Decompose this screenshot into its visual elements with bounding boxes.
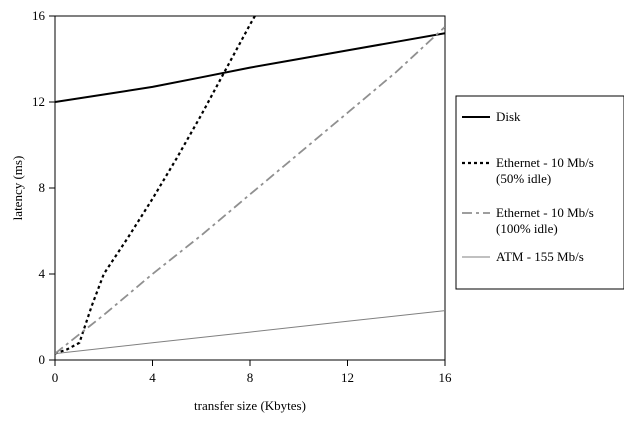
y-tick-label: 4 bbox=[39, 266, 46, 281]
y-tick-label: 0 bbox=[39, 352, 46, 367]
legend-label-line: Ethernet - 10 Mb/s bbox=[496, 205, 594, 220]
legend-label-line: Disk bbox=[496, 109, 521, 124]
y-axis-label: latency (ms) bbox=[10, 156, 25, 221]
y-tick-label: 16 bbox=[32, 8, 46, 23]
legend-label-line: Ethernet - 10 Mb/s bbox=[496, 155, 594, 170]
series-line-1 bbox=[55, 32, 445, 103]
series-line-3 bbox=[55, 26, 445, 355]
legend-label: Disk bbox=[496, 109, 521, 124]
x-tick-label: 8 bbox=[247, 370, 254, 385]
series-lines bbox=[55, 16, 445, 355]
legend-label-line: (100% idle) bbox=[496, 221, 558, 236]
legend-label-line: (50% idle) bbox=[496, 171, 551, 186]
x-tick-label: 12 bbox=[341, 370, 354, 385]
x-tick-label: 4 bbox=[149, 370, 156, 385]
legend-label: Ethernet - 10 Mb/s (50% idle) bbox=[496, 155, 594, 186]
x-tick-label: 0 bbox=[52, 370, 59, 385]
x-tick-label: 16 bbox=[439, 370, 453, 385]
legend-label: ATM - 155 Mb/s bbox=[496, 249, 584, 264]
y-tick-label: 12 bbox=[32, 94, 45, 109]
series-line-2 bbox=[55, 16, 256, 355]
y-tick-label: 8 bbox=[39, 180, 46, 195]
series-line-4 bbox=[55, 310, 445, 355]
legend-label-line: ATM - 155 Mb/s bbox=[496, 249, 584, 264]
axes: 0 4 8 12 16 0 4 8 12 16 transfer size (Kbytes) late… bbox=[10, 8, 452, 413]
x-axis-label: transfer size (Kbytes) bbox=[194, 398, 306, 413]
legend-label: Ethernet - 10 Mb/s (100% idle) bbox=[496, 205, 594, 236]
